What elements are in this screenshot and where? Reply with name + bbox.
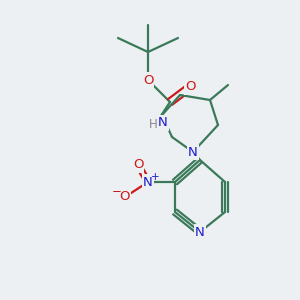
Text: N: N: [143, 176, 153, 188]
Text: N: N: [158, 116, 168, 130]
Text: H: H: [148, 118, 158, 131]
Text: N: N: [195, 226, 205, 238]
Text: O: O: [133, 158, 143, 172]
Text: N: N: [188, 146, 198, 158]
Text: +: +: [151, 172, 159, 182]
Text: O: O: [120, 190, 130, 203]
Text: O: O: [143, 74, 153, 86]
Text: −: −: [112, 185, 122, 199]
Text: O: O: [185, 80, 195, 94]
